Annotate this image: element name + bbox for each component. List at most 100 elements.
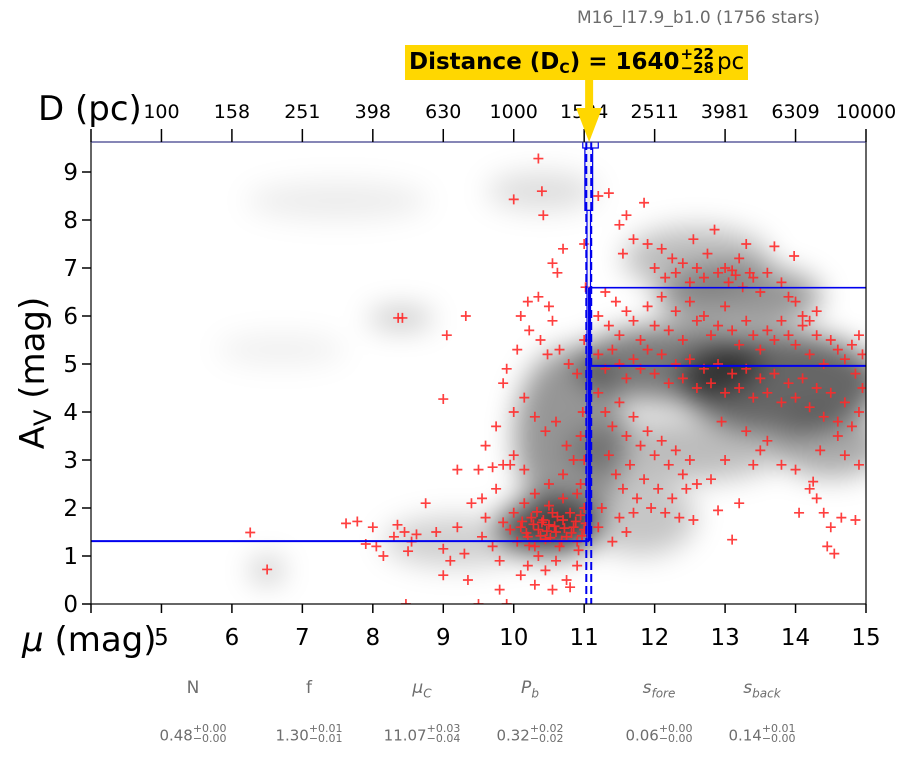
star-point bbox=[741, 315, 752, 326]
star-point bbox=[811, 306, 822, 317]
star-point bbox=[543, 479, 554, 489]
star-point bbox=[677, 335, 688, 345]
star-point bbox=[575, 431, 586, 441]
param-subscript: fore bbox=[651, 686, 676, 701]
x-tick-label: 8 bbox=[365, 625, 380, 651]
star-point bbox=[621, 431, 632, 441]
star-point bbox=[575, 479, 586, 489]
star-point bbox=[541, 526, 552, 537]
star-point bbox=[621, 373, 632, 384]
star-point bbox=[684, 296, 695, 307]
star-point bbox=[783, 378, 794, 389]
star-point bbox=[628, 411, 639, 422]
star-point bbox=[563, 359, 574, 369]
param-name: sback bbox=[702, 678, 822, 700]
density-blob bbox=[217, 334, 346, 366]
x-tick-label: 12 bbox=[640, 625, 669, 651]
star-point bbox=[720, 387, 731, 398]
star-point bbox=[526, 512, 537, 523]
star-point bbox=[818, 411, 829, 422]
star-point bbox=[656, 349, 667, 360]
x-tick-label: 11 bbox=[570, 625, 599, 651]
star-point bbox=[515, 522, 526, 533]
param-plus-error: +0.03 bbox=[426, 722, 461, 735]
star-point bbox=[245, 527, 256, 538]
star-point bbox=[519, 464, 530, 475]
star-point bbox=[441, 330, 452, 341]
star-point bbox=[508, 407, 519, 417]
param-value-errors: +0.01 −0.01 bbox=[309, 723, 343, 744]
star-point bbox=[663, 459, 674, 470]
param-symbol: s bbox=[642, 678, 652, 698]
star-point bbox=[734, 253, 745, 264]
star-point bbox=[614, 512, 625, 523]
param-subscript: b bbox=[531, 686, 539, 701]
star-point bbox=[850, 515, 861, 525]
param-value-errors: +0.00 −0.00 bbox=[193, 723, 227, 744]
star-point bbox=[551, 555, 561, 566]
star-point bbox=[565, 507, 576, 518]
star-point bbox=[790, 339, 801, 350]
star-point bbox=[709, 224, 720, 235]
star-point bbox=[533, 551, 544, 561]
star-point bbox=[477, 493, 488, 504]
star-point bbox=[808, 476, 819, 487]
star-point bbox=[480, 440, 491, 451]
star-point bbox=[628, 315, 639, 326]
star-point bbox=[776, 397, 787, 408]
arrow-shaft bbox=[585, 80, 594, 110]
star-point bbox=[610, 296, 621, 307]
star-point bbox=[529, 411, 540, 422]
star-point bbox=[706, 330, 716, 341]
star-point bbox=[459, 548, 470, 559]
top-tick-label: 100 bbox=[143, 101, 179, 123]
star-point bbox=[776, 315, 787, 326]
param-value-errors: +0.03 −0.04 bbox=[426, 722, 461, 744]
star-point bbox=[642, 239, 653, 249]
star-point bbox=[670, 445, 681, 456]
fit-lines bbox=[91, 142, 866, 604]
star-point bbox=[554, 541, 565, 552]
star-point bbox=[797, 311, 808, 321]
star-point bbox=[649, 320, 660, 331]
star-point bbox=[804, 349, 815, 360]
star-point bbox=[649, 450, 660, 461]
star-point bbox=[452, 522, 463, 533]
star-point bbox=[400, 599, 411, 604]
param-symbol: μ bbox=[412, 678, 424, 698]
param-value: 1.30 +0.01 −0.01 bbox=[239, 723, 379, 746]
star-point bbox=[508, 194, 519, 205]
star-point bbox=[670, 359, 681, 369]
star-point bbox=[397, 312, 408, 323]
distance-mid: ) = 1640 bbox=[569, 49, 680, 75]
star-point bbox=[566, 527, 577, 538]
star-point bbox=[713, 320, 724, 331]
star-point bbox=[572, 488, 583, 499]
star-point bbox=[727, 534, 738, 545]
star-point bbox=[628, 234, 639, 245]
star-point bbox=[734, 498, 745, 509]
x-label-text: (mag) bbox=[44, 620, 157, 660]
star-point bbox=[536, 186, 547, 197]
star-point bbox=[677, 258, 688, 269]
star-point bbox=[698, 272, 709, 283]
star-point bbox=[568, 522, 579, 533]
star-point bbox=[677, 373, 688, 384]
star-point bbox=[839, 450, 850, 461]
star-point bbox=[663, 325, 674, 336]
param-minus-error: −0.00 bbox=[761, 732, 796, 745]
star-point bbox=[727, 368, 738, 379]
star-point bbox=[720, 301, 731, 312]
star-point bbox=[529, 488, 540, 499]
star-point bbox=[558, 243, 569, 254]
star-point bbox=[494, 584, 505, 595]
star-point bbox=[531, 506, 542, 517]
star-point bbox=[603, 450, 614, 461]
star-point bbox=[543, 500, 554, 511]
star-point bbox=[603, 320, 614, 331]
star-point bbox=[524, 325, 535, 336]
star-point bbox=[716, 416, 727, 427]
star-point bbox=[853, 407, 864, 417]
star-point bbox=[568, 455, 579, 465]
